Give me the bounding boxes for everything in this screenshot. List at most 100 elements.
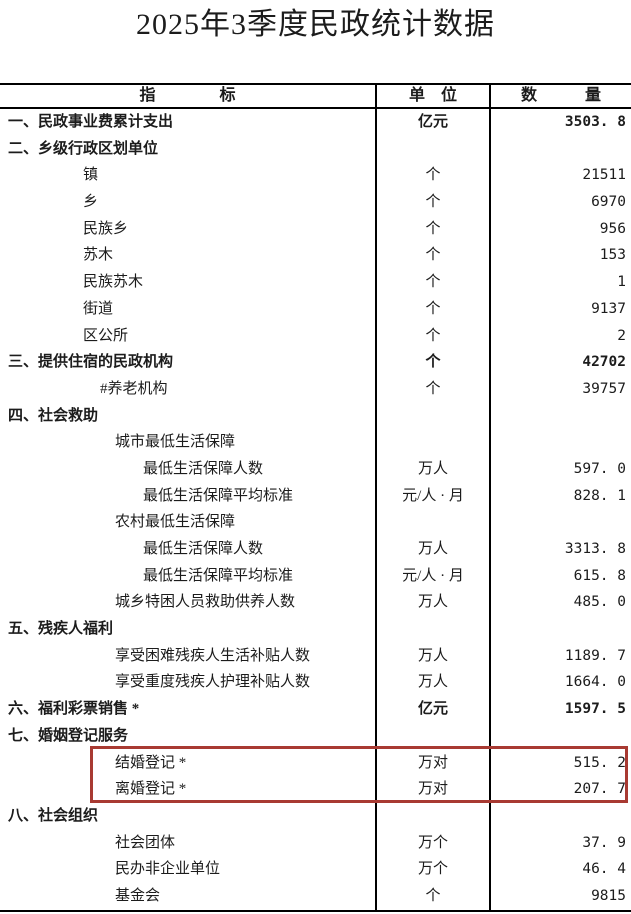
row-indicator-label: 民办非企业单位 (115, 861, 221, 878)
statistics-table: 指 标 单 位 数 量 一、民政事业费累计支出 亿元 3503. 8 二、乡级行政区划… (0, 83, 631, 912)
table-row: 最低生活保障人数 万人 3313. 8 (0, 536, 631, 563)
row-unit: 个 (375, 295, 491, 323)
row-indicator-label: 城乡特困人员救助供养人数 (115, 594, 296, 611)
row-value (491, 403, 631, 430)
table-row: 五、残疾人福利 (0, 616, 631, 643)
row-unit: 个 (375, 349, 491, 376)
row-indicator-label: 一、民政事业费累计支出 (8, 114, 174, 130)
row-unit: 个 (375, 322, 491, 350)
table-row: 三、提供住宿的民政机构 个 42702 (0, 349, 631, 376)
row-indicator-label: 基金会 (115, 887, 161, 904)
table-row: 结婚登记 * 万对 515. 2 (0, 749, 631, 777)
row-value: 828. 1 (573, 487, 626, 504)
table-row: 农村最低生活保障 (0, 509, 631, 536)
table-row: 区公所 个 2 (0, 322, 631, 350)
table-row: 离婚登记 * 万对 207. 7 (0, 776, 631, 803)
row-unit (375, 402, 491, 430)
row-value (491, 509, 631, 536)
row-indicator-label: 最低生活保障人数 (143, 541, 264, 557)
table-row: 苏木 个 153 (0, 242, 631, 270)
row-unit (375, 802, 491, 830)
row-indicator-label: 享受困难残疾人生活补贴人数 (115, 647, 311, 664)
header-indicator: 指 标 (139, 87, 236, 104)
row-value: 9137 (591, 300, 626, 317)
header-quantity: 数 量 (520, 87, 601, 104)
row-value: 597. 0 (573, 460, 626, 477)
table-row: 街道 个 9137 (0, 295, 631, 323)
table-row: 享受重度残疾人护理补贴人数 万人 1664. 0 (0, 669, 631, 697)
table-row: 民办非企业单位 万个 46. 4 (0, 856, 631, 883)
row-unit: 万个 (375, 829, 491, 857)
row-unit: 万对 (375, 776, 491, 803)
table-row: 乡 个 6970 (0, 189, 631, 216)
row-unit (375, 722, 491, 750)
row-indicator-label: 离婚登记 * (115, 781, 187, 798)
table-row: 四、社会救助 (0, 402, 631, 430)
row-value (491, 136, 631, 163)
row-value: 42702 (582, 354, 626, 371)
table-row: 最低生活保障人数 万人 597. 0 (0, 455, 631, 483)
row-unit: 亿元 (375, 109, 491, 136)
table-header-row: 指 标 单 位 数 量 (0, 85, 631, 109)
row-value: 39757 (582, 380, 626, 397)
row-indicator-label: 八、社会组织 (8, 807, 99, 824)
row-indicator-label: 民族苏木 (83, 274, 144, 291)
row-indicator-label: 民族乡 (83, 220, 129, 237)
row-value: 207. 7 (573, 781, 626, 798)
table-row: 二、乡级行政区划单位 (0, 135, 631, 163)
row-unit: 元/人 · 月 (375, 562, 491, 590)
row-unit: 个 (375, 189, 491, 216)
row-indicator-label: 苏木 (83, 247, 114, 264)
table-row: 城市最低生活保障 (0, 429, 631, 456)
row-unit (375, 429, 491, 456)
row-indicator-label: 街道 (83, 300, 114, 317)
row-value: 6970 (591, 194, 626, 211)
row-value: 3313. 8 (564, 541, 626, 557)
row-value: 37. 9 (582, 834, 626, 851)
row-unit: 个 (375, 882, 491, 910)
row-value: 1189. 7 (564, 647, 626, 664)
row-unit: 个 (375, 269, 491, 296)
table-row: 民族苏木 个 1 (0, 269, 631, 296)
row-unit: 万人 (375, 589, 491, 617)
row-indicator-label: 城市最低生活保障 (115, 434, 236, 451)
row-indicator-label: 四、社会救助 (8, 407, 99, 424)
table-row: 八、社会组织 (0, 802, 631, 830)
row-unit: 万人 (375, 455, 491, 483)
row-indicator-label: 镇 (83, 167, 99, 184)
table-row: 六、福利彩票销售 * 亿元 1597. 5 (0, 696, 631, 723)
row-indicator-label: 五、残疾人福利 (8, 621, 114, 638)
row-unit: 万人 (375, 536, 491, 563)
table-row: 基金会 个 9815 (0, 882, 631, 910)
row-value: 956 (599, 220, 626, 237)
row-indicator-label: 享受重度残疾人护理补贴人数 (115, 674, 311, 691)
row-indicator-label: 二、乡级行政区划单位 (8, 140, 159, 157)
row-unit: 万人 (375, 669, 491, 697)
row-unit (375, 509, 491, 536)
row-indicator-label: 区公所 (83, 327, 129, 344)
row-indicator-label: 三、提供住宿的民政机构 (8, 354, 174, 371)
table-body: 一、民政事业费累计支出 亿元 3503. 8 二、乡级行政区划单位镇个 21511 乡个 6… (0, 109, 631, 910)
row-value: 1664. 0 (564, 674, 626, 691)
row-unit: 万人 (375, 642, 491, 670)
table-row: 享受困难残疾人生活补贴人数 万人 1189. 7 (0, 642, 631, 670)
row-unit: 万对 (375, 749, 491, 777)
row-value: 485. 0 (573, 594, 626, 611)
header-unit: 单 位 (375, 85, 491, 107)
row-unit: 个 (375, 375, 491, 403)
row-unit: 亿元 (375, 696, 491, 723)
page-title: 2025年3季度民政统计数据 (136, 8, 495, 41)
row-indicator-label: 最低生活保障平均标准 (143, 567, 294, 584)
row-unit (375, 616, 491, 643)
row-value: 3503. 8 (564, 114, 626, 130)
row-indicator-label: 农村最低生活保障 (115, 514, 236, 531)
row-value (491, 803, 631, 830)
table-row: 社会团体 万个 37. 9 (0, 829, 631, 857)
row-value: 21511 (582, 167, 626, 184)
row-indicator-label: 七、婚姻登记服务 (8, 727, 129, 744)
table-row: 七、婚姻登记服务 (0, 722, 631, 750)
table-row: 民族乡 个 956 (0, 215, 631, 243)
row-value: 1 (617, 274, 626, 291)
row-indicator-label: 六、福利彩票销售 * (8, 701, 140, 718)
row-value (491, 723, 631, 750)
